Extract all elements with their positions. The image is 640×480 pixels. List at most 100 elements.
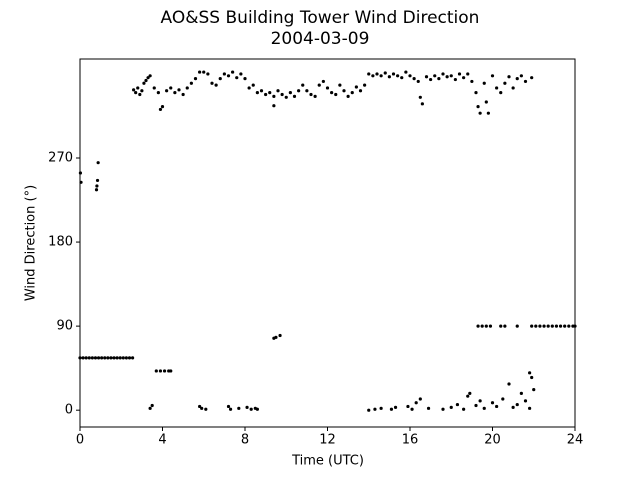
data-point (538, 324, 542, 328)
data-point (501, 397, 505, 401)
data-point (495, 404, 499, 409)
data-point (78, 356, 82, 360)
data-point (245, 405, 249, 409)
data-point (264, 92, 268, 97)
data-point (226, 74, 231, 78)
data-point (138, 92, 142, 97)
data-point (325, 86, 330, 90)
data-point (528, 406, 532, 410)
data-point (478, 111, 482, 115)
data-point (177, 88, 181, 92)
data-point (387, 75, 391, 79)
data-point (346, 94, 350, 98)
data-point (433, 74, 437, 78)
data-point (523, 79, 528, 84)
data-point (301, 83, 305, 87)
data-point (393, 405, 398, 409)
data-point (115, 356, 119, 360)
data-point (103, 356, 107, 360)
data-point (354, 85, 358, 89)
data-point (482, 406, 486, 410)
data-point (484, 324, 488, 328)
data-point (112, 356, 116, 360)
data-point (235, 76, 239, 80)
data-point (530, 324, 534, 328)
data-point (109, 356, 113, 360)
data-point (426, 406, 431, 410)
data-point (519, 391, 523, 395)
data-point (204, 407, 208, 411)
data-point (490, 74, 495, 78)
data-point (81, 356, 85, 360)
data-point (95, 178, 100, 183)
data-point (78, 171, 83, 175)
data-point (292, 94, 297, 98)
data-point (268, 91, 272, 95)
data-point (515, 77, 519, 81)
data-point (534, 324, 538, 328)
data-point (280, 92, 284, 97)
data-point (420, 102, 424, 106)
data-point (383, 71, 387, 75)
data-point (106, 356, 110, 360)
data-point (404, 70, 408, 74)
data-point (519, 74, 523, 78)
plot-frame (79, 58, 576, 428)
data-point (530, 375, 534, 380)
x-tick-label: 24 (567, 433, 584, 448)
data-point (169, 86, 173, 90)
data-point (144, 78, 148, 83)
data-point (87, 356, 91, 360)
data-point (367, 72, 371, 76)
x-tick-label: 4 (158, 433, 166, 448)
data-point (237, 406, 241, 410)
data-point (486, 111, 490, 115)
data-point (93, 356, 98, 360)
data-point (198, 404, 202, 409)
data-point (136, 86, 140, 90)
data-point (542, 324, 546, 328)
data-point (162, 369, 167, 373)
data-point (218, 77, 222, 81)
data-point (482, 81, 486, 85)
data-point (165, 89, 169, 93)
chart-subtitle: 2004-03-09 (271, 29, 370, 49)
data-point (313, 94, 317, 98)
data-point (515, 402, 519, 407)
data-point (567, 324, 571, 328)
data-point (373, 407, 377, 411)
data-point (239, 72, 243, 76)
data-point (272, 94, 276, 98)
data-point (156, 91, 160, 95)
data-point (321, 79, 325, 84)
data-point (185, 86, 189, 90)
data-point (490, 401, 495, 405)
data-point (478, 399, 482, 403)
data-point (437, 77, 441, 81)
data-point (455, 402, 460, 407)
data-point (84, 356, 88, 360)
data-point (412, 77, 416, 81)
data-point (358, 89, 363, 93)
data-point (429, 77, 433, 82)
data-point (416, 79, 420, 84)
data-point (94, 188, 99, 192)
data-point (503, 81, 507, 85)
data-point (158, 107, 163, 112)
data-point (342, 89, 346, 93)
x-tick-label: 20 (484, 433, 501, 448)
data-point (118, 356, 122, 360)
data-point (424, 75, 429, 79)
data-point (546, 324, 550, 328)
data-point (247, 86, 251, 90)
data-point (255, 91, 259, 95)
data-point (418, 95, 422, 99)
data-point (130, 356, 135, 360)
data-point (507, 75, 511, 79)
y-tick-label: 90 (56, 319, 73, 334)
data-point (470, 79, 474, 84)
data-point (474, 403, 478, 408)
data-point (288, 91, 292, 95)
data-point (121, 356, 125, 360)
data-point (228, 407, 233, 411)
